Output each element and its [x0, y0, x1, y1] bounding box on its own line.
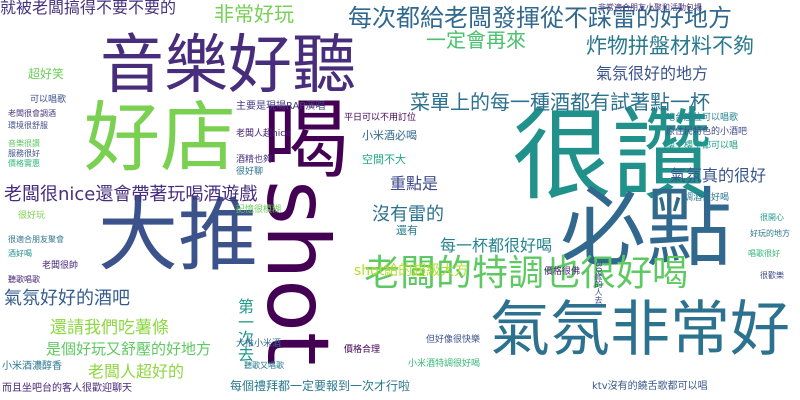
word-cloud-word: 沒有雷的: [372, 204, 444, 225]
word-cloud-word: 好玩的地方: [750, 229, 790, 238]
word-cloud-word: 重點是: [390, 174, 439, 193]
word-cloud-word: 聽歌又唱歌: [244, 361, 284, 370]
word-cloud-word: 平日可以不用訂位: [344, 113, 417, 123]
word-cloud-word: 但好像很快樂: [426, 335, 481, 345]
word-cloud-word: 記憶很模糊: [236, 205, 282, 215]
word-cloud-word: 樓上樓下都可以唱: [666, 141, 739, 151]
word-cloud-word: shot給的超級大方: [354, 263, 469, 279]
word-cloud-word: 還請我們吃薯條: [50, 318, 169, 338]
word-cloud-word: 老闆很會調酒: [8, 109, 56, 118]
word-cloud-word: 很開心: [760, 213, 784, 222]
word-cloud-word: 老闆很nice還會帶著玩喝酒遊戲: [4, 184, 258, 205]
word-cloud-word: 氣氛很好的地方: [596, 64, 709, 83]
word-cloud-word: 聽歌唱歌: [8, 275, 40, 284]
word-cloud-word: 還有: [396, 224, 418, 237]
word-cloud-word: 老闆人超nice: [236, 129, 291, 139]
word-cloud-word: 原住民特色的小酒吧: [666, 127, 748, 137]
word-cloud-word: 每次都給老闆發揮從不踩雷的好地方: [348, 4, 732, 32]
word-cloud-word: ktv沒有的饒舌歌都可以唱: [592, 381, 708, 392]
word-cloud-word: 很好聊: [236, 167, 264, 177]
word-cloud-word: 老闆的特調也很好喝: [364, 253, 689, 294]
word-cloud-word: 超好笑: [28, 67, 65, 81]
word-cloud-word: 菜單上的每一種酒都有試著點一杯: [410, 90, 710, 114]
word-cloud-word: 音樂很讚: [8, 139, 40, 148]
word-cloud-word: 大推小米酒: [236, 339, 282, 349]
word-cloud-word: 必點: [560, 179, 732, 279]
word-cloud-word: 小米酒濃醇香: [2, 361, 62, 372]
word-cloud-word: 大推: [98, 189, 258, 282]
word-cloud-word: 很讚: [512, 97, 712, 214]
word-cloud-word: 小米酒特調很好喝: [408, 359, 481, 369]
word-cloud-word: 氣氛真的很好: [670, 166, 767, 185]
word-cloud-word: 音樂好聽: [100, 29, 356, 103]
word-cloud-word: 老闆很帥: [42, 261, 79, 271]
word-cloud-word: 很歡樂: [760, 271, 784, 280]
word-cloud-word: 可以唱歌: [30, 95, 67, 105]
word-cloud-word: 酒精也夠: [236, 155, 273, 165]
word-cloud-word: 小米酒必喝: [362, 129, 417, 142]
word-cloud-word: 吧台座位可以唱歌: [666, 113, 739, 123]
word-cloud-word: 很好玩: [18, 211, 46, 221]
word-cloud-word: 炸物拼盤材料不夠: [586, 34, 754, 58]
word-cloud-word: 第一次去: [235, 298, 254, 362]
word-cloud-word: 價格合理: [344, 345, 381, 355]
word-cloud-word: 酒好喝: [8, 249, 32, 258]
word-cloud-word: 服務很好: [8, 149, 40, 158]
word-cloud-word: 唱歌很好: [748, 249, 780, 258]
word-cloud-word: 喝shot: [247, 94, 347, 366]
word-cloud-word: 是個好玩又舒壓的好地方: [46, 340, 212, 358]
word-cloud-word: 主要是現場RAP演唱: [236, 101, 326, 112]
word-cloud-word: 非常適合朋友小聚和活動包場: [598, 3, 702, 12]
word-cloud-word: 每一杯都很好喝: [440, 236, 553, 255]
word-cloud-word: 就被老闆搞得不要不要的: [0, 0, 177, 17]
word-cloud-word: 非常好玩: [214, 2, 294, 26]
word-cloud-word: 價格很佛: [544, 267, 581, 277]
word-cloud-word: 30歲的人去: [594, 262, 603, 305]
word-cloud-word: 老闆人超好的: [88, 362, 185, 381]
word-cloud-word: 調酒很好喝: [684, 193, 730, 203]
word-cloud-word: 而且坐吧台的客人很歡迎聊天: [2, 383, 132, 394]
word-cloud-word: 好店: [84, 93, 236, 182]
word-cloud-word: 氣氛好好的酒吧: [4, 288, 130, 309]
word-cloud-word: 空間不大: [362, 153, 406, 166]
word-cloud-word: 很適合朋友聚會: [8, 235, 64, 244]
word-cloud-word: 氣氛非常好: [490, 295, 790, 365]
word-cloud-word: 價格實惠: [8, 159, 40, 168]
word-cloud-word: 一定會再來: [426, 28, 526, 52]
word-cloud-word: 每個禮拜都一定要報到一次才行啦: [230, 379, 411, 393]
word-cloud-word: 環境很舒服: [8, 121, 48, 130]
